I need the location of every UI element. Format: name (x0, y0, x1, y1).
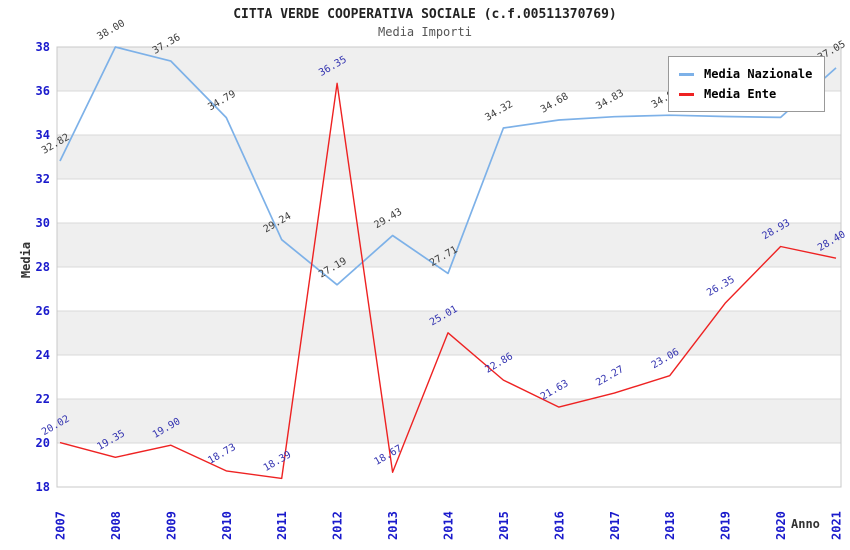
plot-border (56, 46, 842, 488)
x-tick-label: 2019 (719, 511, 733, 540)
legend-box: Media Nazionale Media Ente (668, 56, 826, 112)
chart-subtitle: Media Importi (378, 25, 472, 39)
media-ente-line-icon (679, 92, 694, 96)
x-tick-label: 2017 (608, 511, 622, 540)
data-label: 38.00 (95, 18, 127, 43)
x-tick-label: 2015 (497, 511, 511, 540)
y-tick-label: 36 (36, 84, 50, 98)
y-tick-label: 32 (36, 172, 50, 186)
x-tick-label: 2016 (552, 511, 566, 540)
y-tick-label: 26 (36, 304, 50, 318)
x-tick-label: 2011 (275, 511, 289, 540)
legend-item-media-nazionale: Media Nazionale (679, 64, 812, 84)
chart-title: CITTA VERDE COOPERATIVA SOCIALE (c.f.005… (233, 7, 617, 22)
y-tick-label: 38 (36, 40, 50, 54)
y-tick-label: 20 (36, 436, 50, 450)
legend-label: Media Nazionale (704, 67, 813, 81)
x-tick-label: 2010 (220, 511, 234, 540)
x-tick-label: 2009 (164, 511, 178, 540)
data-label: 26.35 (705, 274, 737, 299)
x-tick-label: 2012 (331, 511, 345, 540)
y-tick-label: 24 (36, 348, 50, 362)
series-line-media-nazionale (59, 46, 837, 286)
data-label: 22.27 (594, 364, 626, 389)
y-tick-label: 28 (36, 260, 50, 274)
x-tick-label: 2008 (109, 511, 123, 540)
data-label: 34.68 (539, 91, 571, 116)
legend-label: Media Ente (704, 87, 777, 101)
x-tick-label: 2020 (774, 511, 788, 540)
y-tick-label: 18 (36, 480, 50, 494)
x-tick-label: 2021 (830, 511, 844, 540)
y-tick-label: 22 (36, 392, 50, 406)
y-axis-title: Media (19, 241, 33, 279)
legend-item-media-ente: Media Ente (679, 84, 812, 104)
plot-band (57, 399, 841, 443)
plot-band (57, 135, 841, 179)
series-line-media-ente (59, 82, 837, 480)
y-tick-label: 30 (36, 216, 50, 230)
x-tick-label: 2018 (663, 511, 677, 540)
media-nazionale-line-icon (679, 72, 694, 76)
data-label: 18.73 (206, 442, 238, 467)
data-label: 34.79 (206, 89, 238, 114)
y-tick-label: 34 (36, 128, 50, 142)
data-label: 34.32 (483, 99, 515, 124)
x-tick-label: 2013 (386, 511, 400, 540)
x-tick-label: 2007 (54, 511, 68, 540)
x-axis-title: Anno (791, 517, 820, 531)
plot-band (57, 223, 841, 267)
x-tick-label: 2014 (442, 511, 456, 540)
data-label: 18.39 (262, 449, 294, 474)
